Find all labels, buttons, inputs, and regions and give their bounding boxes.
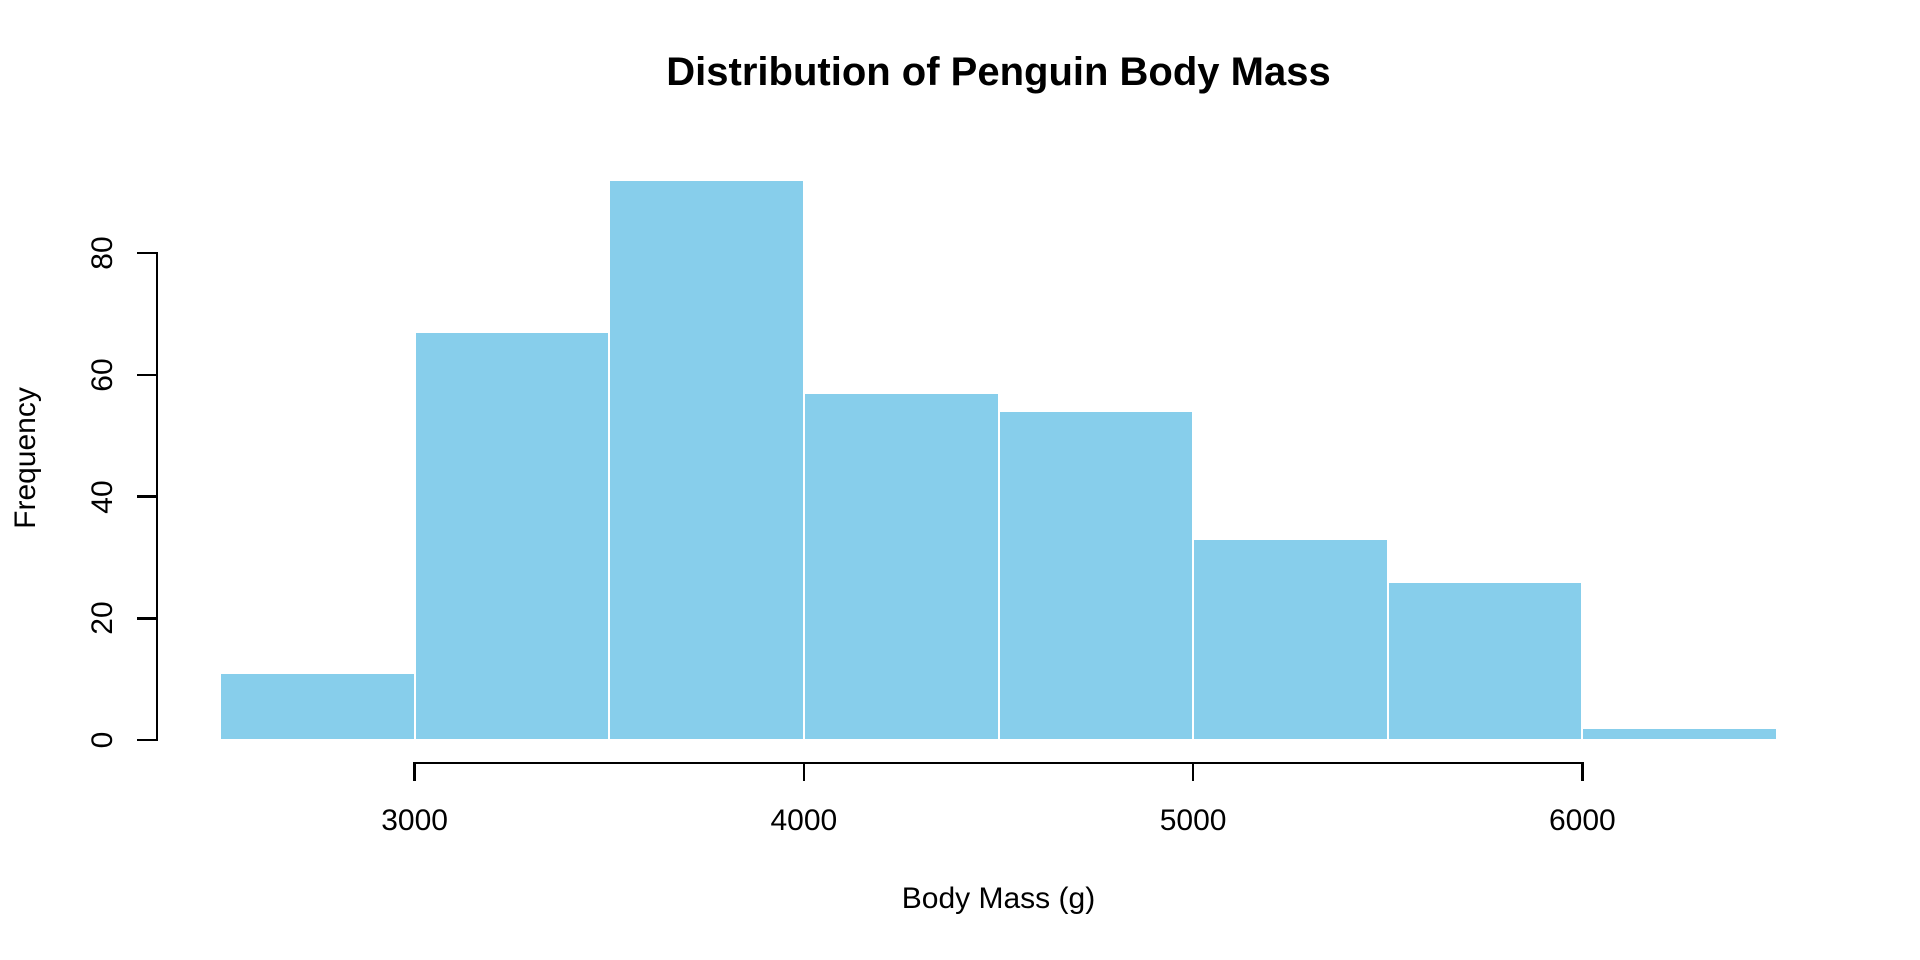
y-tick-label: 40 [86,479,119,514]
x-tick [802,763,806,781]
histogram-bar [220,673,415,740]
y-tick [137,738,157,742]
y-tick [137,251,157,255]
histogram-bar [609,179,804,740]
histogram-bar [1582,727,1777,740]
histogram-bar [414,332,610,740]
x-tick-label: 4000 [770,804,838,837]
y-tick-label: 80 [86,236,119,270]
y-axis-line [155,251,159,742]
x-axis-line [413,761,1584,765]
y-tick-label: 0 [86,731,119,749]
y-tick [137,495,157,498]
histogram-bar [998,411,1194,740]
x-axis-label: Body Mass (g) [901,882,1096,915]
y-tick-label: 20 [86,601,119,635]
x-tick-label: 5000 [1159,804,1227,837]
x-tick-label: 3000 [381,804,448,837]
y-tick-label: 60 [86,358,119,392]
y-axis-label: Frequency [9,387,42,529]
histogram-bar [1193,539,1388,740]
histogram-bar [1387,581,1583,740]
x-tick [413,763,416,781]
histogram-bar [803,393,999,740]
y-tick [137,617,157,620]
y-tick [137,373,157,376]
x-tick [1581,763,1584,781]
x-tick [1191,763,1195,781]
chart-title: Distribution of Penguin Body Mass [666,50,1331,94]
x-tick-label: 6000 [1549,804,1616,837]
